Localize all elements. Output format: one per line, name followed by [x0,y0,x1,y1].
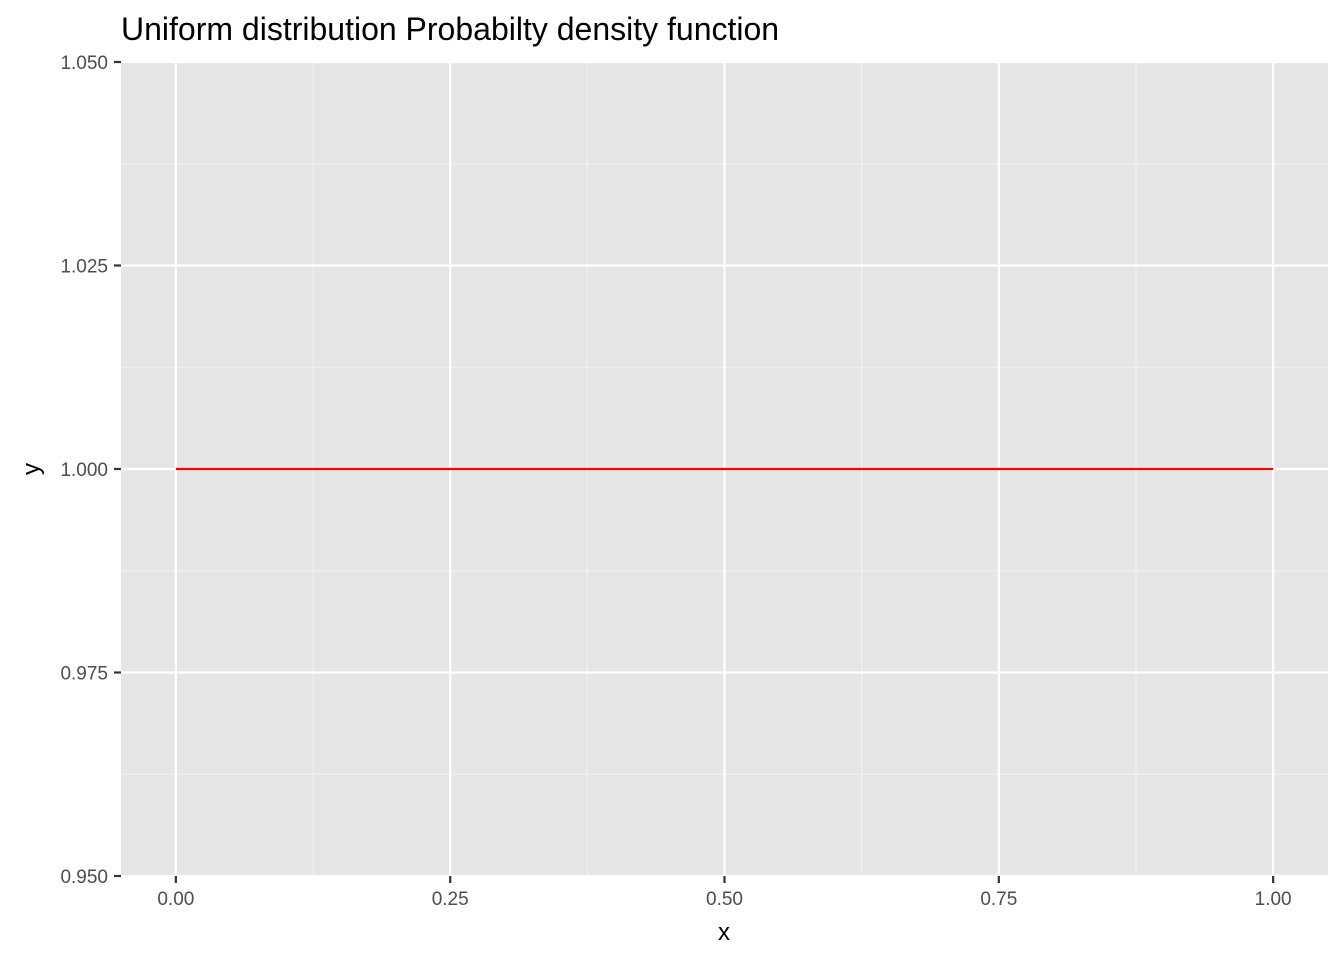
x-tick-label: 0.25 [432,889,469,910]
x-tick-label: 1.00 [1255,889,1292,910]
y-tick-label: 1.050 [60,53,108,74]
y-tick-label: 1.025 [60,257,108,278]
y-axis-title: y [18,463,45,475]
chart-title: Uniform distribution Probabilty density … [121,11,779,47]
y-tick-label: 1.000 [60,460,108,481]
x-axis-title: x [718,919,730,946]
x-tick-label: 0.00 [157,889,194,910]
x-tick-label: 0.75 [980,889,1017,910]
x-axis: 0.00 0.25 0.50 0.75 1.00 [157,876,1292,910]
y-tick-label: 0.975 [60,664,108,685]
x-tick-label: 0.50 [706,889,743,910]
y-axis: 0.950 0.975 1.000 1.025 1.050 [60,53,121,888]
y-tick-label: 0.950 [60,867,108,888]
